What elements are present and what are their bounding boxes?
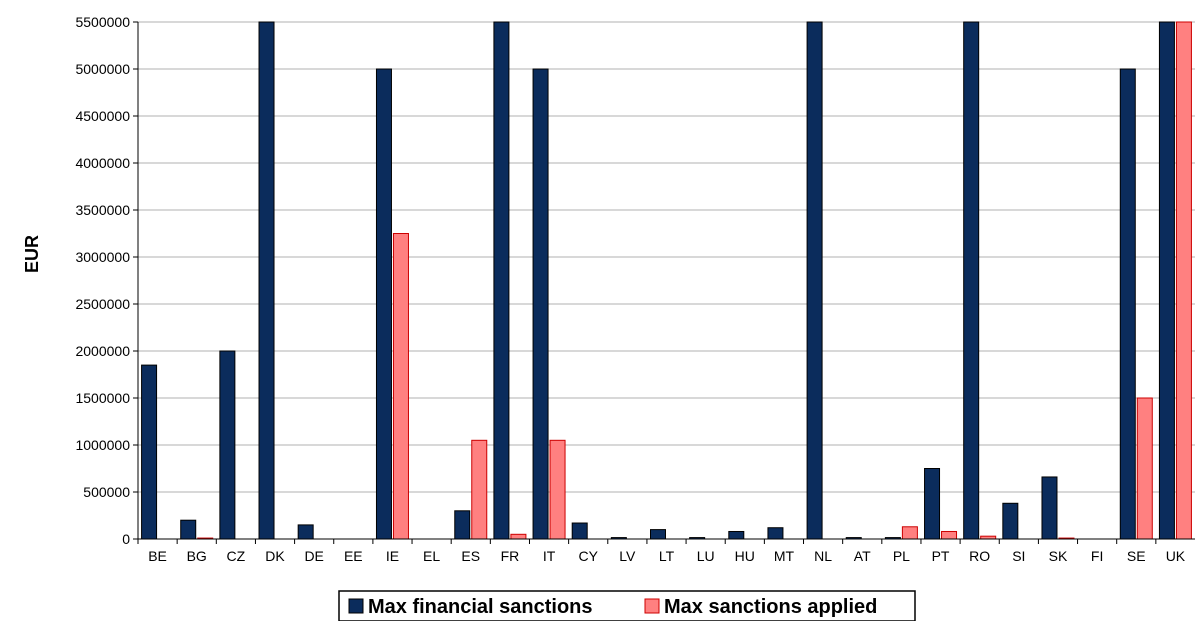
bar-max-financial-sanctions-cz [219,350,236,540]
x-tick-label-el: EL [423,548,440,564]
bar-max-sanctions-applied-pl [901,526,918,540]
x-tick-label-se: SE [1127,548,1146,564]
x-tick-label-es: ES [461,548,480,564]
bar-max-financial-sanctions-se [1119,68,1136,540]
bar-max-sanctions-applied-se [1136,397,1153,540]
y-tick-label: 3000000 [75,249,130,265]
x-tick-label-fi: FI [1091,548,1103,564]
y-tick-label: 4000000 [75,155,130,171]
bar-max-sanctions-applied-fr [510,533,527,540]
bar-max-financial-sanctions-dk [258,21,275,540]
bar-max-financial-sanctions-lt [650,529,666,540]
x-tick-label-bg: BG [187,548,207,564]
bar-max-financial-sanctions-es [454,510,471,540]
y-tick-label: 2000000 [75,343,130,359]
x-tick-label-it: IT [543,548,556,564]
x-tick-label-lt: LT [659,548,675,564]
bar-max-financial-sanctions-sk [1041,476,1058,540]
x-tick-label-uk: UK [1166,548,1186,564]
bar-max-sanctions-applied-ie [392,233,409,540]
y-axis-label: EUR [22,235,42,273]
y-tick-label: 2500000 [75,296,130,312]
x-tick-label-lu: LU [697,548,715,564]
y-tick-label: 4500000 [75,108,130,124]
bar-max-sanctions-applied-it [549,439,566,540]
legend: Max financial sanctions Max sanctions ap… [338,590,916,621]
x-tick-label-ie: IE [386,548,399,564]
bar-max-financial-sanctions-si [1002,502,1019,540]
bars [141,21,1192,540]
bar-max-financial-sanctions-be [141,364,158,540]
bar-max-financial-sanctions-hu [728,530,745,540]
x-tick-label-nl: NL [814,548,832,564]
bar-max-financial-sanctions-bg [180,519,197,540]
x-tick-label-ro: RO [969,548,990,564]
bar-max-sanctions-applied-pt [941,530,958,540]
y-tick-label: 5500000 [75,14,130,30]
x-tick-label-lv: LV [619,548,636,564]
legend-swatch-max-financial-sanctions [348,598,364,614]
y-tick-label: 500000 [83,484,130,500]
y-tick-label: 5000000 [75,61,130,77]
axes [133,21,1195,544]
x-tick-label-de: DE [304,548,323,564]
x-tick-label-pl: PL [893,548,910,564]
legend-label-max-financial-sanctions: Max financial sanctions [368,596,593,618]
bar-max-financial-sanctions-pt [924,468,941,540]
x-tick-label-cz: CZ [227,548,246,564]
bar-max-sanctions-applied-uk [1175,21,1192,540]
legend-label-max-sanctions-applied: Max sanctions applied [664,596,877,618]
bar-max-financial-sanctions-it [532,68,549,540]
x-tick-label-cy: CY [578,548,598,564]
x-tick-label-fr: FR [501,548,520,564]
x-tick-label-sk: SK [1049,548,1068,564]
x-tick-label-dk: DK [265,548,285,564]
bar-max-sanctions-applied-es [471,439,488,540]
y-tick-label: 3500000 [75,202,130,218]
x-tick-labels: BE BG CZ DK DE EE IE EL ES FR IT CY LV LT LU HU MT NL AT PL… [148,548,1186,564]
gridlines [138,21,1195,493]
y-tick-labels: 0 500000 1000000 1500000 2000000 2500000 30000… [75,14,130,547]
x-tick-label-pt: PT [932,548,950,564]
y-tick-label: 1000000 [75,437,130,453]
bar-max-financial-sanctions-de [297,524,314,540]
x-tick-label-mt: MT [774,548,795,564]
bar-max-financial-sanctions-fr [493,21,510,540]
legend-swatch-max-sanctions-applied [644,598,660,614]
bar-max-financial-sanctions-mt [767,527,784,540]
bar-max-financial-sanctions-uk [1158,21,1175,540]
x-tick-label-ee: EE [344,548,363,564]
x-tick-label-at: AT [854,548,871,564]
y-tick-label: 0 [122,531,130,547]
x-tick-label-si: SI [1012,548,1025,564]
legend-box [338,590,916,621]
bar-max-financial-sanctions-nl [806,21,823,540]
x-tick-label-be: BE [148,548,167,564]
y-tick-label: 1500000 [75,390,130,406]
bar-max-financial-sanctions-ro [963,21,980,540]
x-tick-label-hu: HU [735,548,755,564]
bar-max-financial-sanctions-cy [571,522,588,540]
bar-max-financial-sanctions-ie [375,68,392,540]
